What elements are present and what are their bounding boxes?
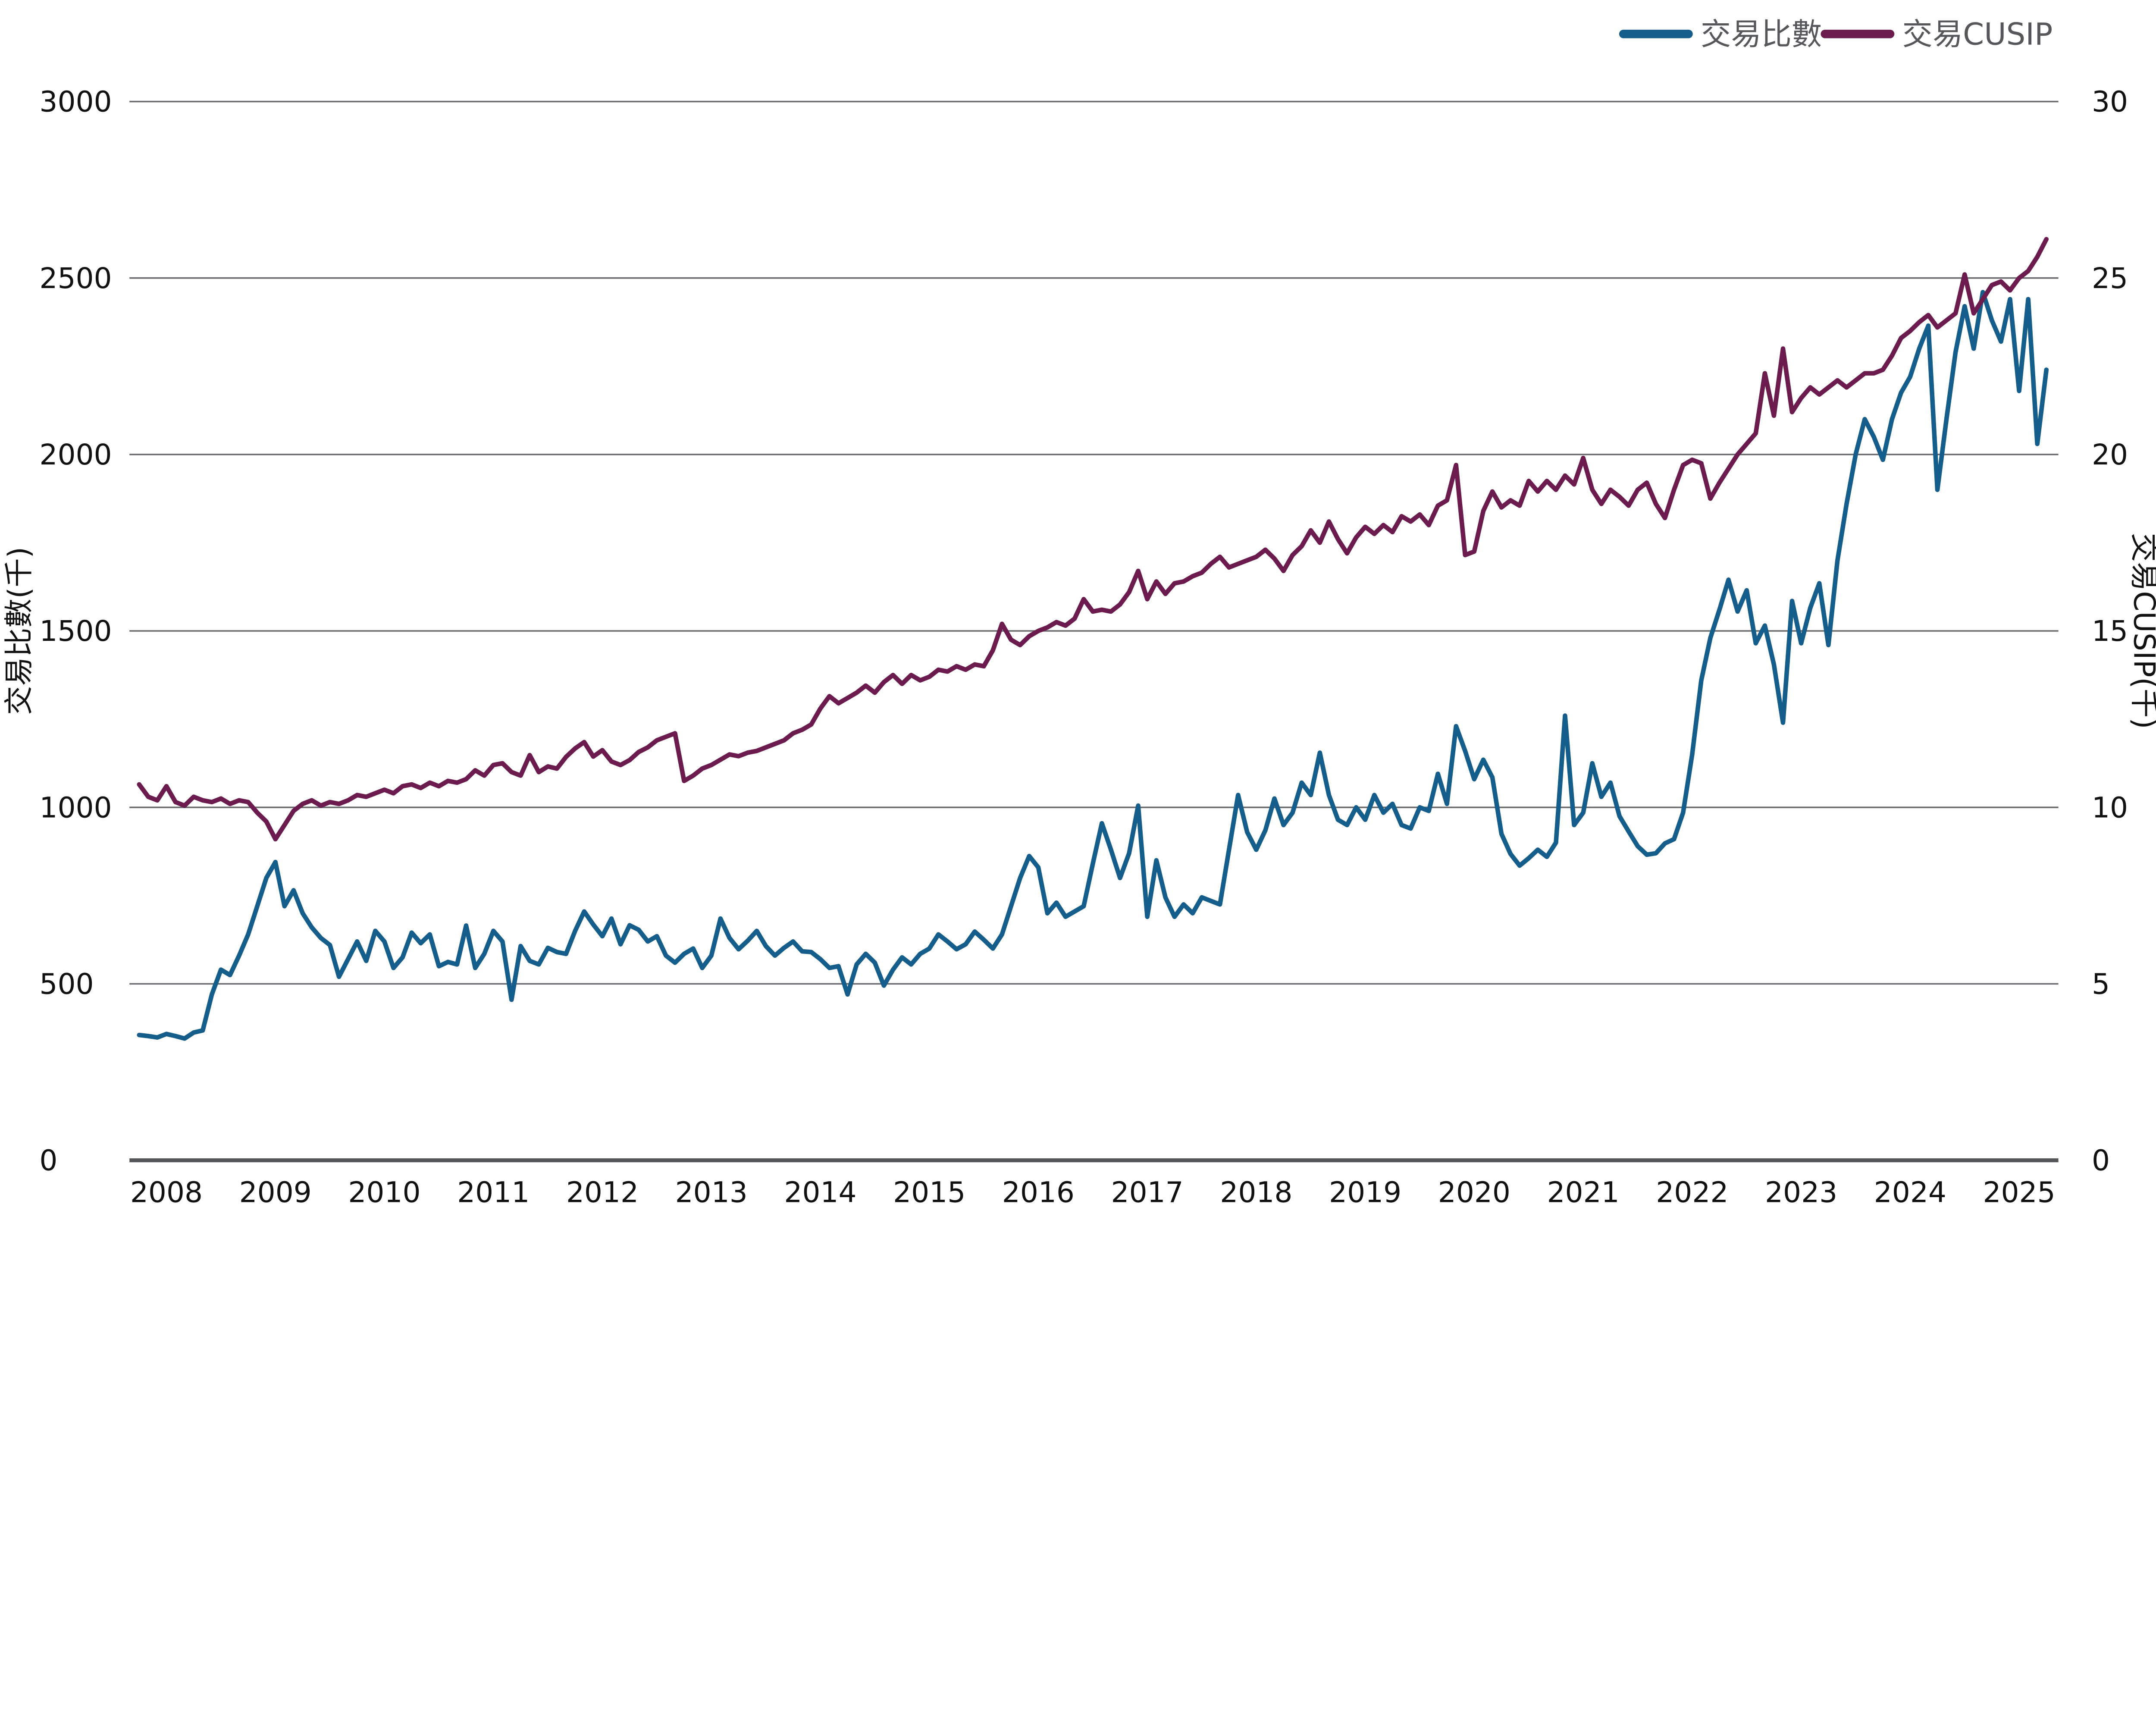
legend: 交易比數 交易CUSIP	[1619, 16, 2053, 52]
x-axis-tick-2025: 2025	[1983, 1176, 2055, 1209]
x-axis-tick-2014: 2014	[784, 1176, 856, 1209]
right-axis-tick-25: 25	[2092, 262, 2128, 295]
x-axis-tick-2015: 2015	[893, 1176, 965, 1209]
left-axis-tick-2500: 2500	[39, 262, 112, 295]
legend-item-1: 交易比數	[1619, 16, 1822, 52]
x-axis-tick-2017: 2017	[1111, 1176, 1184, 1209]
series-lines	[137, 237, 2049, 1041]
left-axis-tick-2000: 2000	[39, 438, 112, 471]
axis-labels: 0500100015002000250030000510152025302008…	[2, 85, 2156, 1209]
x-axis-tick-2020: 2020	[1438, 1176, 1510, 1209]
x-axis-tick-2009: 2009	[239, 1176, 312, 1209]
x-axis-tick-2010: 2010	[348, 1176, 420, 1209]
legend-label-2: 交易CUSIP	[1902, 16, 2053, 52]
right-axis-tick-15: 15	[2092, 615, 2128, 648]
left-axis-tick-3000: 3000	[39, 85, 112, 119]
legend-label-1: 交易比數	[1701, 16, 1822, 52]
x-axis-tick-2012: 2012	[566, 1176, 639, 1209]
gridlines	[129, 100, 2059, 985]
x-axis-tick-2016: 2016	[1002, 1176, 1075, 1209]
series-line-blue	[137, 290, 2049, 1041]
dual-axis-line-chart: 0 500 1000 1500 2000 2500 3000 0 5 10 15 20 25 30 2008…	[1, 16, 2156, 1209]
right-axis-tick-5: 5	[2092, 968, 2110, 1001]
x-axis-tick-2022: 2022	[1656, 1176, 1728, 1209]
left-axis-title: 交易比數(千)	[2, 547, 36, 715]
series-line-purple	[137, 237, 2049, 842]
x-axis-tick-2011: 2011	[457, 1176, 530, 1209]
left-axis-tick-1000: 1000	[39, 791, 112, 824]
x-axis-tick-2021: 2021	[1547, 1176, 1620, 1209]
right-axis-title: 交易CUSIP(千)	[2127, 533, 2156, 729]
left-axis-tick-1500: 1500	[39, 615, 112, 648]
legend-item-2: 交易CUSIP	[1821, 16, 2053, 52]
right-axis-tick-0: 0	[2092, 1144, 2110, 1177]
x-axis-tick-2008: 2008	[130, 1176, 203, 1209]
x-axis-tick-2018: 2018	[1220, 1176, 1292, 1209]
right-axis-tick-30: 30	[2092, 85, 2128, 119]
chart-canvas: 0500100015002000250030000510152025302008…	[1, 16, 2156, 1209]
left-axis-tick-0: 0	[39, 1144, 57, 1177]
x-axis-tick-2013: 2013	[675, 1176, 748, 1209]
x-axis-tick-2019: 2019	[1329, 1176, 1401, 1209]
x-axis-tick-2024: 2024	[1874, 1176, 1946, 1209]
right-axis-tick-20: 20	[2092, 438, 2128, 471]
right-axis-tick-10: 10	[2092, 791, 2128, 824]
x-axis-tick-2023: 2023	[1765, 1176, 1837, 1209]
left-axis-tick-500: 500	[39, 968, 94, 1001]
